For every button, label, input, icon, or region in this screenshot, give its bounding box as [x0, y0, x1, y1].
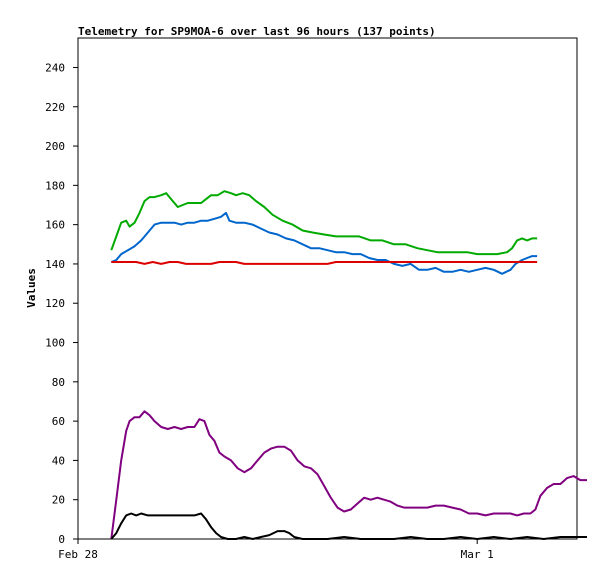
plot-area — [77, 37, 578, 540]
y-tick-label: 60 — [52, 415, 65, 428]
y-tick-label: 100 — [45, 337, 65, 350]
series-line-3 — [111, 261, 538, 265]
series-line-4 — [110, 410, 587, 540]
y-tick-label: 220 — [45, 101, 65, 114]
series-line-1 — [110, 190, 538, 256]
y-tick-label: 180 — [45, 179, 65, 192]
y-tick-label: 200 — [45, 140, 65, 153]
y-tick-label: 40 — [52, 454, 65, 467]
y-tick-label: 140 — [45, 258, 65, 271]
chart-title: Telemetry for SP9MOA-6 over last 96 hour… — [78, 25, 436, 38]
y-tick-label: 0 — [58, 533, 65, 546]
y-tick-label: 120 — [45, 297, 65, 310]
series-layer — [110, 190, 587, 540]
y-tick-label: 20 — [52, 494, 65, 507]
series-line-2 — [110, 211, 538, 275]
y-axis-label: Values — [25, 268, 38, 308]
y-axis: 0 20 40 60 80 100 120 140 160 180 200 220 240 — [45, 61, 78, 546]
y-tick-label: 240 — [45, 61, 65, 74]
x-axis: Feb 28 Mar 1 — [58, 539, 494, 561]
series-line-5 — [110, 512, 587, 540]
x-tick-label: Mar 1 — [461, 548, 494, 561]
y-tick-label: 160 — [45, 219, 65, 232]
x-tick-label: Feb 28 — [58, 548, 98, 561]
y-tick-label: 80 — [52, 376, 65, 389]
